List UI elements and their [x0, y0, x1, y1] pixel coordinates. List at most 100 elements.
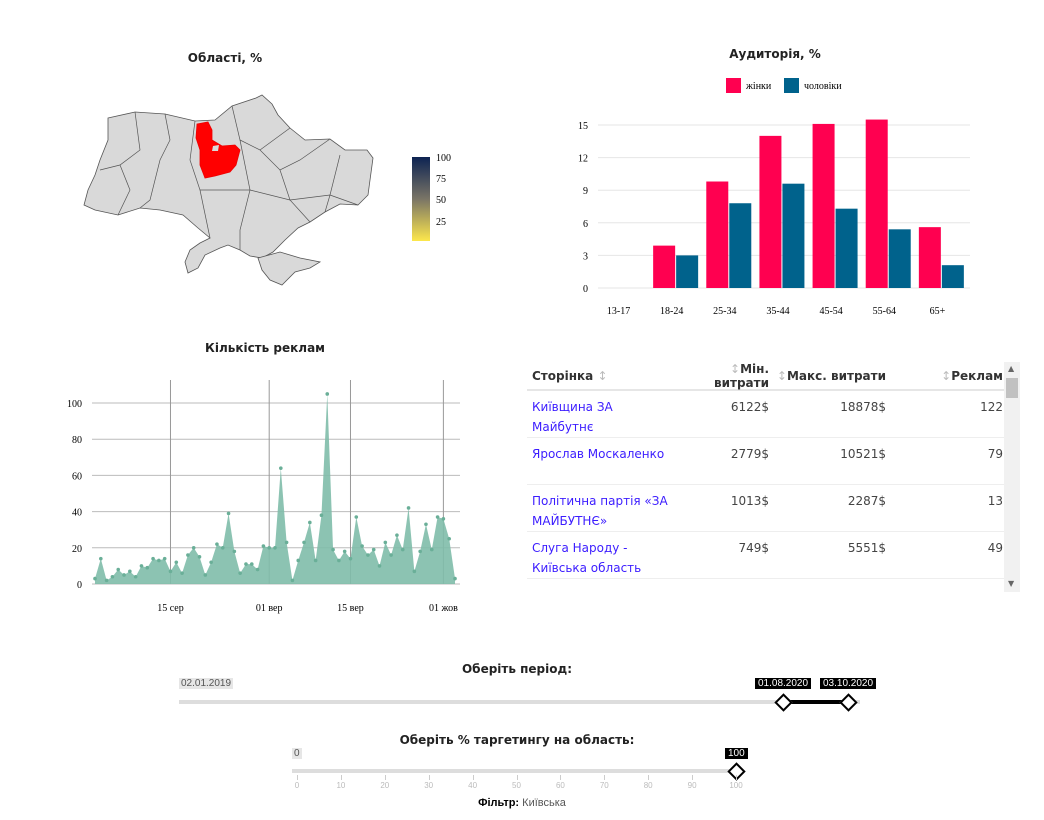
min-spend: 2779$	[730, 447, 769, 461]
data-point	[290, 578, 295, 583]
page-link[interactable]: Слуга Народу - Київська область	[532, 541, 642, 575]
bar-чоловіки	[835, 208, 858, 288]
ads-count: 13	[987, 494, 1003, 508]
slider-tick	[648, 775, 650, 780]
data-point	[93, 576, 97, 581]
header-min-spend[interactable]: ↕Мін. витрати	[713, 362, 769, 390]
header-page[interactable]: Сторінка ↕	[532, 368, 608, 383]
data-point	[128, 569, 132, 574]
page-link[interactable]: Ярослав Москаленко	[532, 447, 665, 461]
filter-text: Фільтр: Київська	[0, 797, 1044, 809]
slider-tick-label: 90	[687, 781, 697, 790]
period-slider-range	[784, 700, 848, 704]
scrollbar-thumb[interactable]	[1006, 378, 1018, 398]
bar-жінки	[918, 227, 941, 288]
table-row: Слуга Народу - Київська область 749$ 5551$…	[527, 532, 1004, 579]
legend-label: жінки	[745, 81, 772, 92]
data-point	[342, 549, 347, 554]
y-tick-label: 60	[72, 471, 82, 482]
slider-tick	[428, 775, 430, 780]
data-point	[308, 520, 312, 525]
period-start-handle[interactable]	[774, 693, 793, 712]
crimea[interactable]	[257, 251, 322, 286]
data-point	[151, 556, 155, 561]
table-header: Сторінка ↕ ↕Мін. витрати ↕Макс. витрати …	[527, 362, 1004, 391]
data-point	[319, 513, 324, 518]
data-point	[261, 544, 266, 548]
x-tick-label: 01 вер	[256, 603, 283, 614]
slider-tick	[340, 775, 342, 780]
data-point	[395, 533, 399, 537]
data-point	[284, 540, 289, 545]
data-point	[139, 564, 144, 568]
area-series	[95, 393, 455, 584]
legend-tick: 100	[436, 153, 451, 164]
data-point	[162, 556, 167, 561]
slider-tick-label: 0	[294, 781, 300, 790]
data-point	[354, 515, 359, 519]
y-tick-label: 0	[583, 284, 588, 295]
bar-жінки	[759, 135, 782, 288]
data-point	[232, 549, 237, 554]
ads-count: 122	[980, 400, 1003, 414]
data-point	[424, 522, 428, 527]
sort-icon[interactable]: ↕	[597, 368, 608, 383]
data-point	[180, 571, 184, 575]
region-borders	[99, 105, 359, 250]
period-slider-track[interactable]	[179, 700, 860, 704]
sort-icon[interactable]: ↕	[941, 368, 952, 383]
ads-count: 49	[987, 541, 1003, 555]
table-scrollbar[interactable]: ▲ ▼	[1004, 362, 1020, 592]
x-tick-label: 18-24	[660, 306, 683, 317]
targeting-slider-track[interactable]	[292, 769, 740, 773]
legend-tick: 25	[436, 217, 446, 228]
header-ads[interactable]: ↕Реклам	[941, 368, 1003, 383]
page-link[interactable]: Київщина ЗА Майбутнє	[532, 400, 613, 434]
period-label: Оберіть період:	[461, 662, 572, 676]
kyiv-city[interactable]	[212, 145, 219, 151]
data-point	[371, 547, 376, 552]
period-end-handle[interactable]	[839, 693, 858, 712]
data-point	[296, 558, 301, 563]
targeting-label: Оберіть % таргетингу на область:	[399, 733, 635, 747]
slider-tick-label: 70	[599, 781, 609, 790]
targeting-min-label: 0	[292, 748, 302, 759]
max-spend: 5551$	[847, 541, 886, 555]
x-tick-label: 35-44	[766, 306, 789, 317]
legend-label: чоловіки	[804, 81, 842, 92]
header-max-spend[interactable]: ↕Макс. витрати	[776, 368, 886, 383]
bar-жінки	[706, 181, 729, 288]
y-tick-label: 80	[72, 435, 82, 446]
data-point	[157, 558, 161, 563]
legend-swatch	[784, 78, 799, 93]
data-point	[203, 573, 208, 577]
data-point	[279, 466, 283, 470]
data-point	[133, 574, 138, 579]
data-point	[209, 560, 213, 565]
sort-icon[interactable]: ↕	[730, 362, 741, 376]
page-link[interactable]: Політична партія «ЗА МАЙБУТНЄ»	[532, 494, 668, 528]
y-tick-label: 6	[583, 219, 588, 230]
x-tick-label: 55-64	[873, 306, 896, 317]
legend-tick: 75	[436, 174, 446, 185]
scroll-down-icon[interactable]: ▼	[1008, 579, 1015, 588]
data-point	[412, 569, 417, 574]
bar-чоловіки	[888, 229, 911, 288]
slider-tick	[472, 775, 474, 780]
data-point	[337, 558, 341, 563]
data-point	[186, 553, 190, 557]
max-spend: 18878$	[840, 400, 886, 414]
data-point	[267, 546, 271, 550]
y-tick-label: 0	[77, 580, 82, 591]
ads-count: 79	[987, 447, 1003, 461]
scroll-up-icon[interactable]: ▲	[1008, 364, 1015, 373]
sort-icon[interactable]: ↕	[776, 368, 787, 383]
period-start-label: 01.08.2020	[755, 678, 812, 689]
data-point	[453, 576, 457, 581]
table-row: Ярослав Москаленко 2779$ 10521$ 79	[527, 438, 1004, 485]
data-point	[377, 564, 382, 568]
data-point	[447, 536, 451, 541]
slider-tick	[736, 775, 737, 780]
filter-value: Київська	[522, 797, 566, 809]
audience-bar-chart: жінки чоловіки 0 3 6 9 12 15 13-17 18-24 25-34 35-4…	[578, 78, 970, 317]
